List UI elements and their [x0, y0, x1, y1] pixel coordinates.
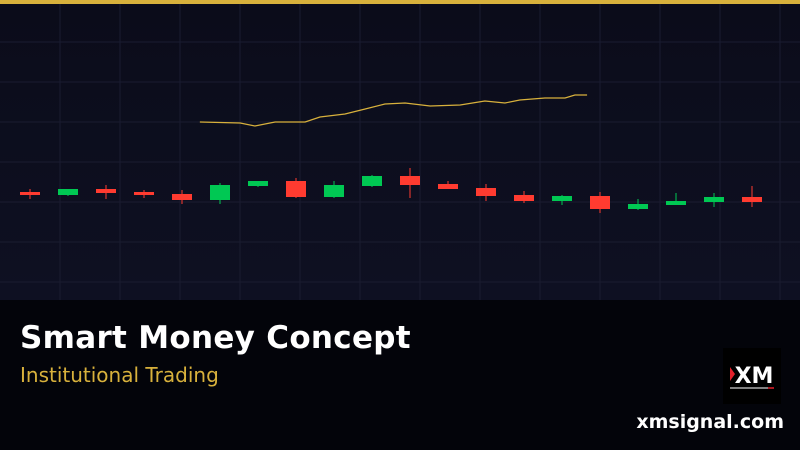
bullish-candle: [58, 189, 78, 196]
candle-body: [286, 181, 306, 197]
candle-body: [96, 189, 116, 193]
candle-body: [666, 201, 686, 205]
bullish-candle: [552, 195, 572, 205]
bearish-candle: [172, 190, 192, 204]
bearish-candle: [286, 178, 306, 198]
candle-body: [20, 192, 40, 195]
bullish-candle: [666, 193, 686, 205]
candlestick-chart: [0, 4, 800, 300]
bearish-candle: [476, 184, 496, 201]
bullish-candle: [210, 183, 230, 204]
candle-body: [552, 196, 572, 201]
bullish-candle: [628, 199, 648, 210]
bearish-candle: [20, 189, 40, 199]
website-link[interactable]: xmsignal.com: [636, 411, 784, 433]
chart-grid: [0, 4, 800, 300]
bullish-candle: [362, 175, 382, 187]
bearish-candle: [96, 185, 116, 199]
candles: [20, 168, 762, 213]
candle-body: [210, 185, 230, 200]
candle-body: [742, 197, 762, 202]
candle-body: [362, 176, 382, 186]
bearish-candle: [742, 186, 762, 207]
candle-body: [514, 195, 534, 201]
bullish-candle: [248, 181, 268, 187]
candle-body: [324, 185, 344, 197]
candle-body: [400, 176, 420, 185]
banner-subtitle: Institutional Trading: [20, 363, 219, 387]
candle-body: [58, 189, 78, 195]
bullish-candle: [704, 193, 724, 207]
candle-body: [248, 181, 268, 186]
bearish-candle: [134, 190, 154, 198]
candle-body: [476, 188, 496, 196]
xm-logo: XM: [723, 348, 781, 404]
bearish-candle: [514, 191, 534, 203]
candle-body: [438, 184, 458, 189]
accent-top-bar: [0, 0, 800, 4]
candle-body: [134, 192, 154, 195]
candle-body: [590, 196, 610, 209]
footer-panel: [0, 300, 800, 450]
bearish-candle: [438, 181, 458, 189]
overlay-line: [199, 94, 588, 127]
bearish-candle: [400, 168, 420, 198]
candle-body: [172, 194, 192, 200]
banner-title: Smart Money Concept: [20, 320, 411, 356]
svg-text:XM: XM: [735, 364, 774, 389]
bearish-candle: [590, 192, 610, 213]
candle-body: [628, 204, 648, 209]
bullish-candle: [324, 181, 344, 198]
candle-body: [704, 197, 724, 202]
